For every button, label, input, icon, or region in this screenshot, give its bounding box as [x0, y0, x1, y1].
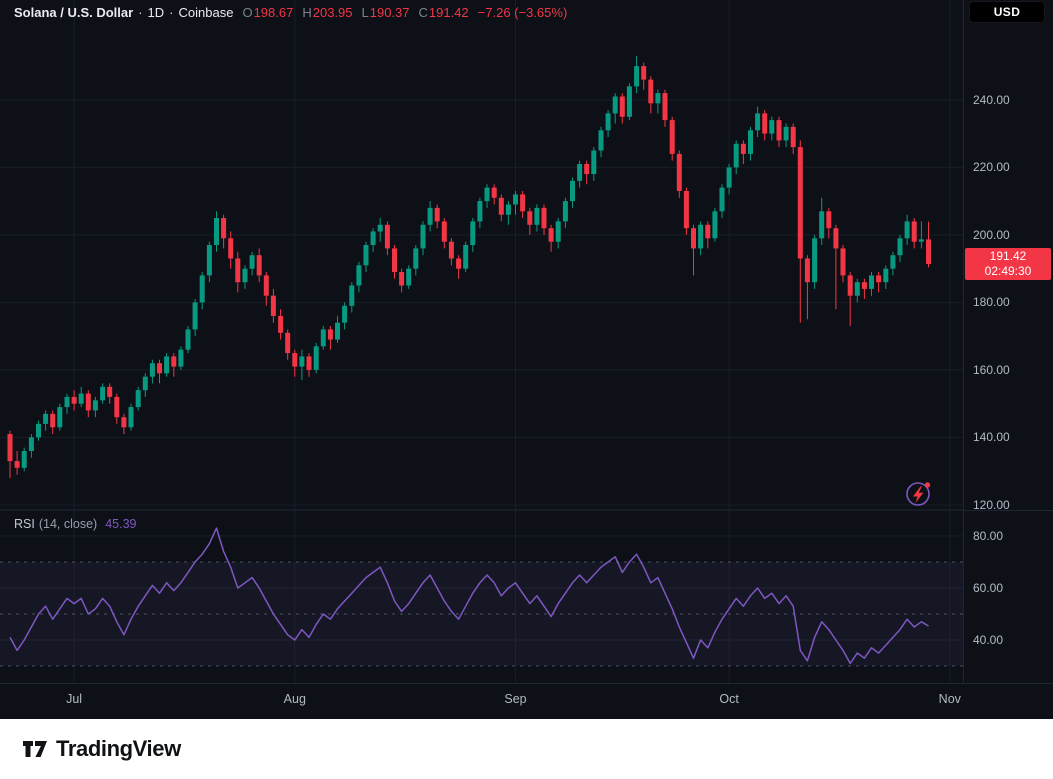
rsi-legend[interactable]: RSI (14, close) 45.39: [14, 517, 136, 531]
interval-label[interactable]: 1D: [147, 5, 165, 20]
price-axis-label: 140.00: [973, 430, 1010, 445]
change-readout: −7.26 (−3.65%): [477, 5, 568, 20]
separator-dot: ·: [169, 5, 174, 20]
chart-plot[interactable]: [0, 0, 963, 683]
time-axis-label: Nov: [938, 692, 961, 706]
bar-countdown: 02:49:30: [984, 263, 1032, 278]
exchange-label[interactable]: Coinbase: [178, 5, 234, 20]
open-value: 198.67: [253, 5, 294, 20]
rsi-axis-label: 80.00: [973, 528, 1004, 543]
time-axis-label: Aug: [283, 692, 306, 706]
price-scale[interactable]: USD 240.00 220.00 200.00 180.00 160.00 1…: [963, 0, 1053, 683]
close-label: C: [418, 5, 428, 20]
rsi-value: 45.39: [105, 517, 137, 531]
low-value: 190.37: [369, 5, 410, 20]
rsi-params: (14, close): [38, 517, 98, 531]
spark-icon[interactable]: [899, 475, 937, 511]
price-axis-label: 180.00: [973, 295, 1010, 310]
price-axis-label: 120.00: [973, 498, 1010, 512]
chart-root: Solana / U.S. Dollar · 1D · Coinbase O198.67 H…: [0, 0, 1053, 719]
open-label: O: [242, 5, 253, 20]
time-axis[interactable]: Jul Aug Sep Oct Nov: [0, 683, 1053, 719]
brand-text: TradingView: [56, 736, 181, 761]
high-value: 203.95: [312, 5, 353, 20]
tradingview-logo-icon: [23, 741, 47, 757]
time-axis-label: Oct: [719, 692, 739, 706]
symbol-legend: Solana / U.S. Dollar · 1D · Coinbase O198.67 H…: [14, 5, 567, 20]
close-value: 191.42: [428, 5, 469, 20]
low-label: L: [361, 5, 369, 20]
tradingview-link[interactable]: TradingView: [21, 735, 181, 763]
pane-separator: [964, 510, 1053, 511]
currency-button[interactable]: USD: [969, 1, 1045, 23]
last-price: 191.42: [989, 248, 1027, 263]
price-axis-label: 220.00: [973, 160, 1010, 175]
price-axis-label: 160.00: [973, 362, 1010, 377]
symbol-title[interactable]: Solana / U.S. Dollar: [14, 5, 134, 20]
rsi-title: RSI: [14, 517, 35, 531]
time-axis-label: Sep: [504, 692, 527, 706]
ohlc-readout: O198.67 H203.95 L190.37 C191.42 −7.26 (−3.65…: [233, 5, 567, 20]
rsi-axis-label: 60.00: [973, 581, 1004, 595]
separator-dot: ·: [138, 5, 143, 20]
rsi-axis-label: 40.00: [973, 633, 1004, 647]
price-axis-label: 200.00: [973, 227, 1010, 242]
high-label: H: [302, 5, 312, 20]
last-price-tag: 191.42 02:49:30: [965, 247, 1051, 280]
time-axis-label: Jul: [66, 692, 83, 706]
attribution-bar: TradingView: [0, 719, 1053, 779]
price-axis-label: 240.00: [973, 92, 1010, 107]
